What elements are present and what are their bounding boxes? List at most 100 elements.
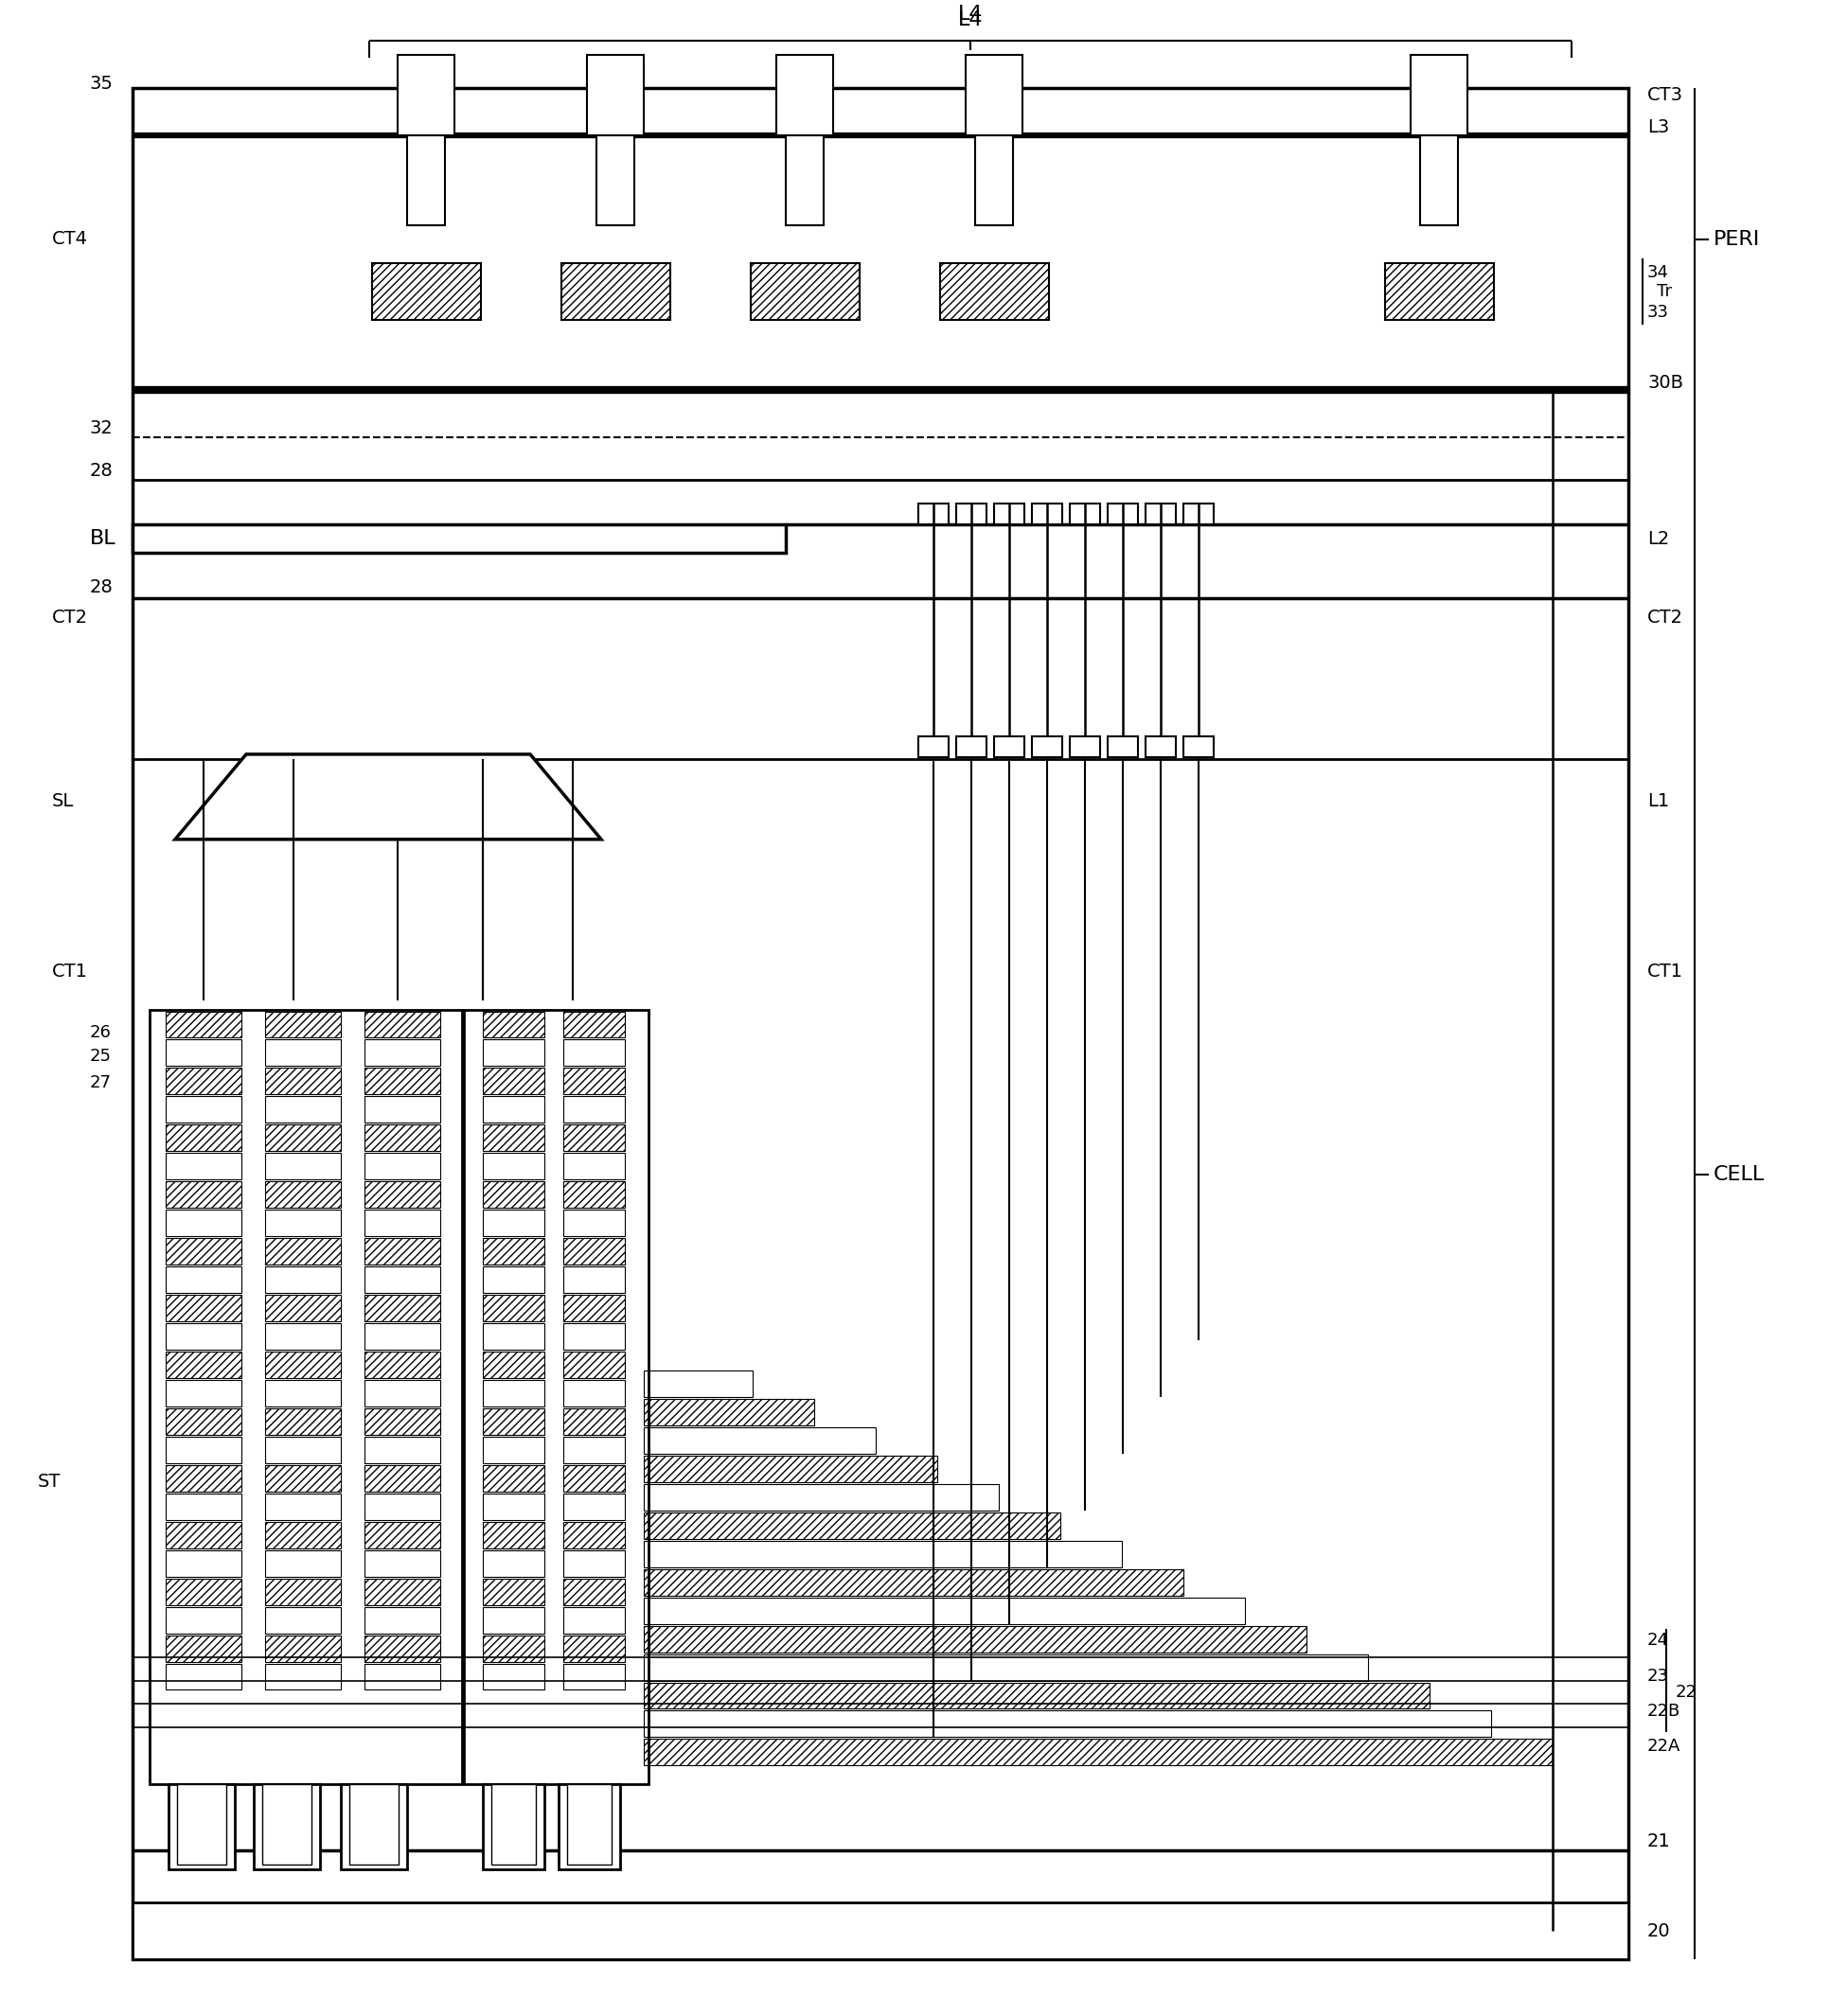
Text: CT2: CT2 [52,609,89,627]
Bar [564,1607,625,1633]
Bar [364,1210,440,1236]
Bar [1070,504,1100,524]
Bar [643,1456,937,1482]
Bar [558,1784,621,1869]
Bar [264,1494,340,1520]
Bar [492,1784,536,1865]
Bar [643,1512,1061,1538]
Bar [564,1522,625,1548]
Bar [264,1210,340,1236]
Bar [133,89,1628,1960]
Bar [166,1550,242,1577]
Bar [166,1266,242,1292]
Bar [264,1351,340,1379]
Bar [643,1484,998,1510]
Text: 26: 26 [91,1024,111,1042]
Bar [994,736,1024,758]
Bar [918,736,948,758]
Bar [166,1351,242,1379]
Bar [564,1210,625,1236]
Bar [564,1351,625,1379]
Bar [1146,504,1175,524]
Bar [166,1579,242,1605]
Bar [364,1351,440,1379]
Bar [364,1068,440,1095]
Bar [482,1409,545,1435]
Bar [643,1712,1491,1738]
Bar [264,1522,340,1548]
Bar [349,1784,399,1865]
Bar [564,1068,625,1095]
Text: 25: 25 [91,1048,111,1064]
Bar [264,1379,340,1407]
Bar [133,1903,1628,1960]
Text: 22: 22 [1676,1683,1698,1702]
Bar [364,1607,440,1633]
Bar [482,1068,545,1095]
Bar [407,135,445,226]
Text: L1: L1 [1647,792,1669,810]
Bar [177,1784,225,1865]
Bar [967,54,1022,135]
Bar [643,1740,1552,1766]
Bar [482,1238,545,1264]
Bar [166,1409,242,1435]
Bar [166,1379,242,1407]
Bar [264,1607,340,1633]
Bar [643,1683,1430,1710]
Text: 23: 23 [1647,1667,1669,1683]
Bar [264,1409,340,1435]
Bar [364,1379,440,1407]
Bar [166,1294,242,1320]
Bar [264,1125,340,1151]
Bar [364,1635,440,1661]
Bar [364,1040,440,1066]
Bar [564,1663,625,1689]
Bar [564,1040,625,1066]
Bar [364,1550,440,1577]
Bar [364,1294,440,1320]
Bar [482,1266,545,1292]
Text: L2: L2 [1647,530,1669,548]
Bar [482,1579,545,1605]
Bar [364,1012,440,1038]
Bar [133,524,785,552]
Bar [1031,504,1063,524]
Bar [750,262,859,319]
Text: SL: SL [52,792,74,810]
Bar [643,1625,1307,1653]
Bar [264,1040,340,1066]
Bar [166,1607,242,1633]
Bar [564,1635,625,1661]
Bar [264,1294,340,1320]
Bar [168,1784,235,1869]
Bar [643,1540,1122,1566]
Bar [166,1181,242,1208]
Text: 35: 35 [91,75,113,93]
Bar [1183,736,1214,758]
Bar [482,1607,545,1633]
Bar [482,1351,545,1379]
Bar [166,1437,242,1464]
Text: 21: 21 [1647,1833,1671,1851]
Bar [264,1181,340,1208]
Bar [482,1294,545,1320]
Bar [482,1784,545,1869]
Text: L4: L4 [957,4,983,24]
Bar [364,1494,440,1520]
Bar [564,1012,625,1038]
Bar [264,1466,340,1492]
Polygon shape [176,754,601,839]
Bar [166,1663,242,1689]
Bar [955,736,987,758]
Bar [166,1635,242,1661]
Text: PERI: PERI [1713,230,1759,248]
Text: 27: 27 [91,1075,111,1093]
Bar [364,1663,440,1689]
Bar [264,1663,340,1689]
Bar [264,1437,340,1464]
Text: ST: ST [37,1474,61,1492]
Bar [643,1427,876,1454]
Bar [776,54,833,135]
Bar [482,1153,545,1179]
